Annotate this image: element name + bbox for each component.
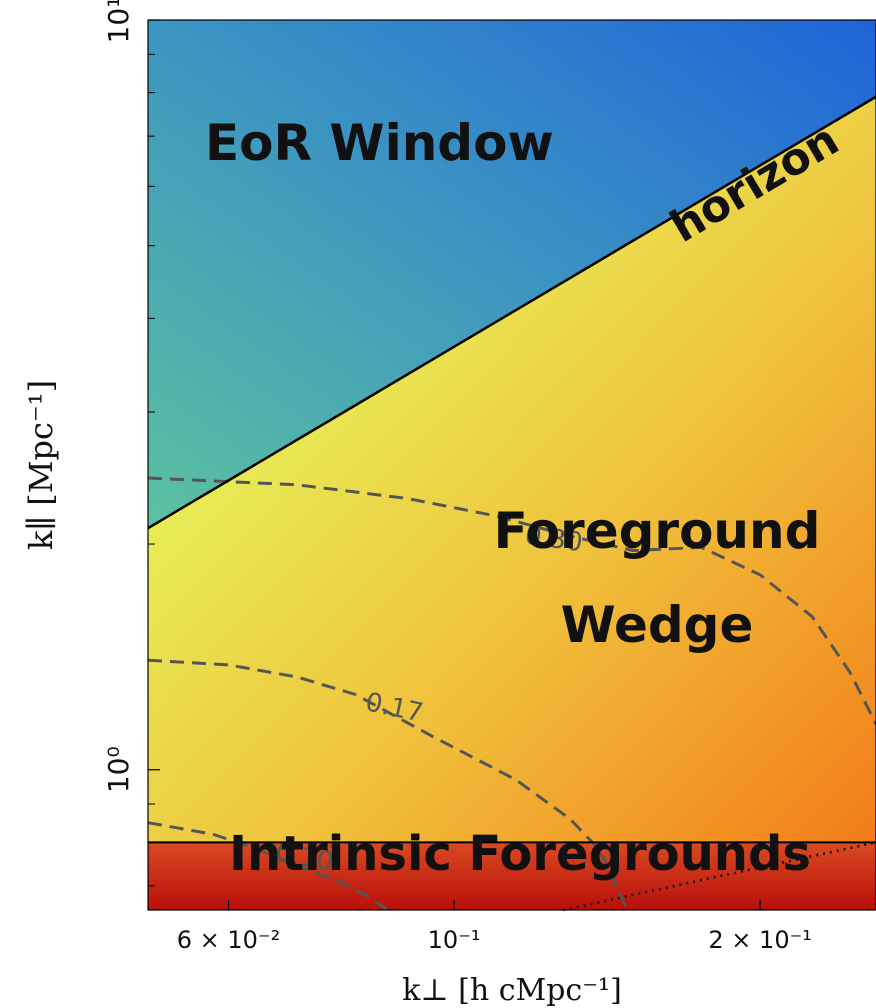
eor-window-region (148, 20, 876, 529)
eor-window-label: EoR Window (205, 114, 554, 172)
plot-frame (147, 19, 876, 911)
dotted-line (562, 841, 876, 912)
y-tick-label: 10⁰ (102, 746, 135, 793)
foreground-wedge-region (148, 96, 876, 843)
x-tick-label: 6 × 10⁻² (177, 926, 280, 954)
contour-line (147, 821, 389, 912)
foreground-wedge-label-line-1: Foreground (494, 502, 821, 560)
contour-line (147, 476, 876, 725)
foreground-wedge-label-line-2: Wedge (561, 596, 754, 654)
y-tick-label: 10¹ (102, 0, 135, 43)
x-tick-label: 2 × 10⁻¹ (708, 926, 811, 954)
x-tick-label: 10⁻¹ (428, 926, 481, 954)
intrinsic-foregrounds-label: Intrinsic Foregrounds (229, 826, 811, 882)
plot-area: 0.300.170.10 (147, 19, 876, 912)
horizon-line (147, 95, 876, 530)
y-axis-title: k∥ [Mpc⁻¹] (22, 380, 60, 550)
intrinsic-foregrounds-region (148, 842, 876, 910)
axis-ticks: 6 × 10⁻² 10⁻¹ 2 × 10⁻¹ 10⁰ 10¹ (102, 0, 812, 954)
contour-line (147, 658, 629, 911)
x-axis-title: k⊥ [h cMpc⁻¹] (402, 973, 622, 1008)
contour-lines: 0.300.170.10 (147, 476, 876, 912)
